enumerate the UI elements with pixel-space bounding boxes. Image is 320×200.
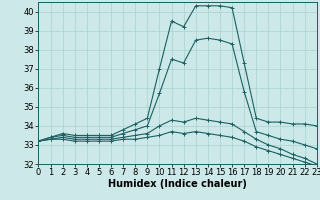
X-axis label: Humidex (Indice chaleur): Humidex (Indice chaleur) — [108, 179, 247, 189]
